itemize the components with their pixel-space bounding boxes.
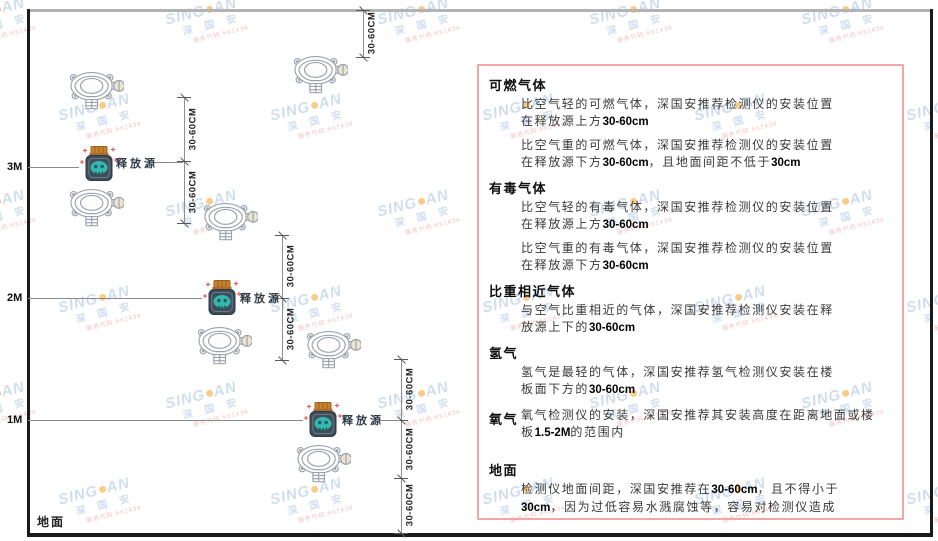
panel-section: 有毒气体比空气轻的有毒气体，深国安推荐检测仪的安装位置在释放源上方30-60cm… <box>489 178 892 275</box>
section-paragraph: 检测仪地面间距，深国安推荐在30-60cm，且不得小于30cm，因为过低容易水溅… <box>521 482 840 514</box>
section-body: 氧气检测仪的安装，深国安推荐其安装高度在距离地面或楼板1.5-2M的范围内 <box>521 405 879 448</box>
dimension-label: 30-60CM <box>187 107 199 151</box>
release-source-label: 释放源 <box>116 158 158 170</box>
dimension-line <box>363 10 364 57</box>
source-connector-line <box>277 298 281 299</box>
height-level-label: 1M <box>7 414 23 426</box>
release-source-svg <box>203 280 241 315</box>
height-level-line <box>28 420 303 421</box>
release-source-label: 释放源 <box>342 415 384 427</box>
height-level-line <box>28 167 79 168</box>
section-heading: 可燃气体 <box>489 78 548 93</box>
section-paragraph: 比空气轻的有毒气体，深国安推荐检测仪的安装位置在释放源上方30-60cm <box>521 200 834 231</box>
release-source-icon <box>202 280 242 321</box>
gas-detector-icon <box>194 321 253 374</box>
gas-detector-svg <box>69 189 125 227</box>
guideline-panel: 可燃气体比空气轻的可燃气体，深国安推荐检测仪的安装位置在释放源上方30-60cm… <box>477 64 904 520</box>
gas-detector-icon <box>66 66 125 119</box>
dimension-line <box>401 359 402 533</box>
section-paragraph: 比空气重的有毒气体，深国安推荐检测仪的安装位置在释放源下方30-60cm <box>521 241 834 272</box>
floor-line <box>27 533 933 537</box>
section-heading: 比重相近气体 <box>489 284 577 299</box>
section-paragraph: 与空气比重相近的气体，深国安推荐检测仪安装在释放源上下的30-60cm <box>521 303 834 334</box>
height-level-label: 2M <box>7 292 23 304</box>
panel-section: 氧气 氧气检测仪的安装，深国安推荐其安装高度在距离地面或楼板1.5-2M的范围内 <box>489 405 892 448</box>
release-source-label: 释放源 <box>240 293 282 305</box>
height-level-line <box>28 298 202 299</box>
release-source-svg <box>80 146 118 181</box>
gas-detector-svg <box>197 327 253 365</box>
gas-detector-icon <box>290 50 349 103</box>
left-wall-line <box>27 9 30 537</box>
dimension-label: 30-60CM <box>285 307 297 351</box>
ground-label: 地面 <box>37 515 66 529</box>
dimension-label: 30-60CM <box>404 367 416 411</box>
gas-detector-svg <box>306 331 362 369</box>
gas-detector-svg <box>296 445 352 483</box>
ceiling-line <box>27 9 933 12</box>
dimension-label: 30-60CM <box>187 170 199 214</box>
section-paragraph: 比空气重的可燃气体，深国安推荐检测仪的安装位置在释放源下方30-60cm，且地面… <box>521 138 834 169</box>
height-level-label: 3M <box>7 161 23 173</box>
section-heading: 氧气 <box>489 412 519 427</box>
section-body: 检测仪地面间距，深国安推荐在30-60cm，且不得小于30cm，因为过低容易水溅… <box>489 481 847 518</box>
panel-section: 比重相近气体与空气比重相近的气体，深国安推荐检测仪安装在释放源上下的30-60c… <box>489 281 892 337</box>
dimension-label: 30-60CM <box>404 427 416 471</box>
source-connector-line <box>153 162 183 163</box>
panel-section: 氢气 氢气是最轻的气体，深国安推荐氢气检测仪安装在楼板面下方的30-60cm <box>489 343 892 399</box>
gas-detector-svg <box>203 203 259 241</box>
panel-section: 可燃气体比空气轻的可燃气体，深国安推荐检测仪的安装位置在释放源上方30-60cm… <box>489 75 892 172</box>
dimension-label: 30-60CM <box>404 483 416 527</box>
section-heading: 地面 <box>489 463 519 478</box>
section-paragraph: 氢气是最轻的气体，深国安推荐氢气检测仪安装在楼板面下方的30-60cm <box>521 365 834 396</box>
dimension-label: 30-60CM <box>285 244 297 288</box>
panel-section: 地面 检测仪地面间距，深国安推荐在30-60cm，且不得小于30cm，因为过低容易… <box>489 460 892 518</box>
release-source-icon <box>79 146 119 187</box>
source-connector-line <box>379 420 400 421</box>
right-frame-line <box>930 9 933 537</box>
gas-detector-svg <box>293 56 349 94</box>
gas-detector-svg <box>69 72 125 110</box>
section-body: 氢气是最轻的气体，深国安推荐氢气检测仪安装在楼板面下方的30-60cm <box>489 364 847 399</box>
dimension-label: 30-60CM <box>366 11 378 55</box>
section-body: 比空气轻的有毒气体，深国安推荐检测仪的安装位置在释放源上方30-60cm 比空气重… <box>489 199 847 275</box>
section-paragraph: 氧气检测仪的安装，深国安推荐其安装高度在距离地面或楼板1.5-2M的范围内 <box>521 408 875 439</box>
section-body: 比空气轻的可燃气体，深国安推荐检测仪的安装位置在释放源上方30-60cm 比空气重… <box>489 96 847 172</box>
release-source-svg <box>304 402 342 437</box>
section-paragraph: 比空气轻的可燃气体，深国安推荐检测仪的安装位置在释放源上方30-60cm <box>521 97 834 128</box>
section-body: 与空气比重相近的气体，深国安推荐检测仪安装在释放源上下的30-60cm <box>489 302 847 337</box>
gas-detector-icon <box>303 325 362 378</box>
gas-detector-icon <box>293 439 352 492</box>
section-heading: 氢气 <box>489 346 519 361</box>
gas-detector-icon <box>66 183 125 236</box>
gas-detector-icon <box>200 197 259 250</box>
release-source-icon <box>303 402 343 443</box>
section-heading: 有毒气体 <box>489 181 548 196</box>
